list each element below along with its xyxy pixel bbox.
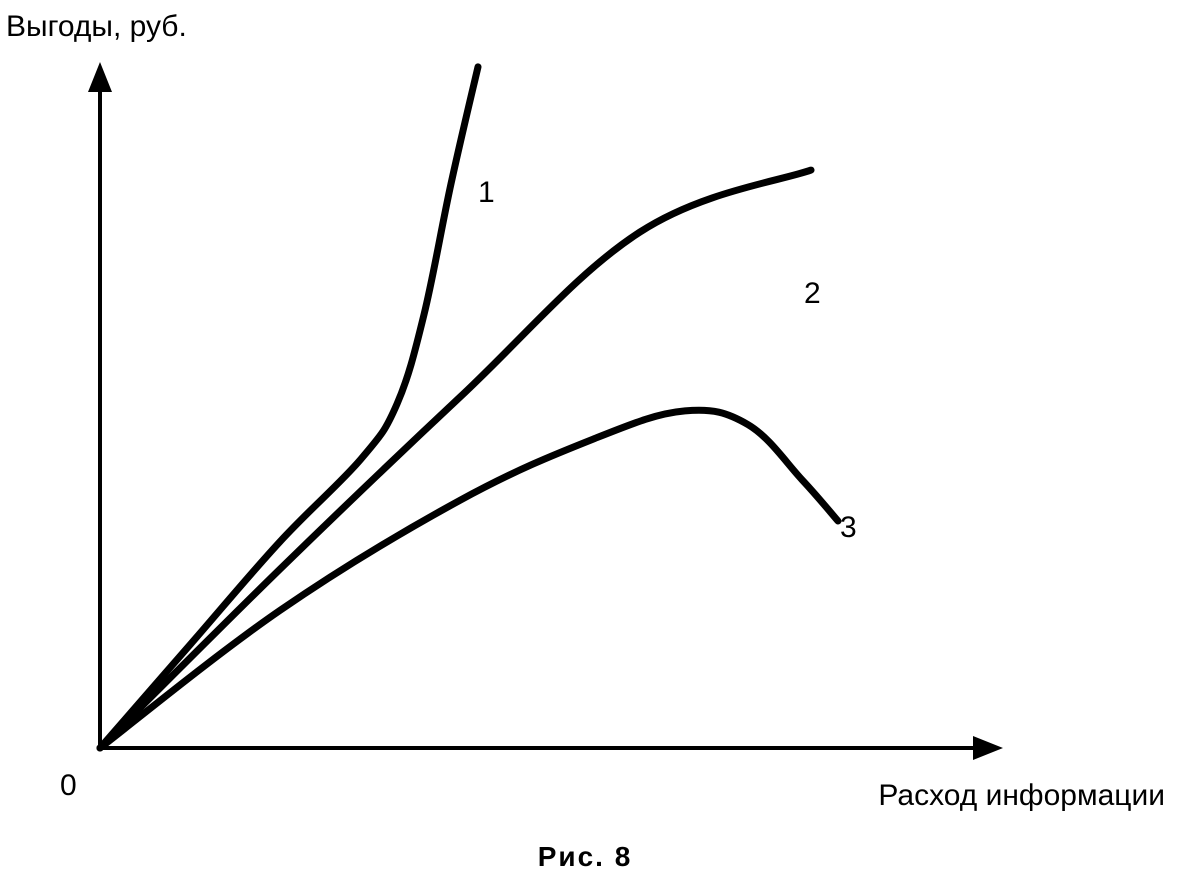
x-axis [100,736,1003,760]
series-line-2 [96,166,815,752]
series-label-3: 3 [840,511,857,544]
x-axis-label: Расход информации [878,779,1165,812]
y-axis [88,62,112,750]
y-axis-label: Выгоды, руб. [6,10,187,43]
series-layer [96,63,842,752]
series-label-1: 1 [478,176,495,209]
origin-label: 0 [60,769,77,802]
series-line-1 [96,63,482,752]
figure-caption: Рис. 8 [538,841,633,872]
y-axis-arrow-icon [88,62,112,92]
x-axis-arrow-icon [973,736,1003,760]
series-label-2: 2 [804,277,821,310]
series-line-3 [96,406,842,752]
